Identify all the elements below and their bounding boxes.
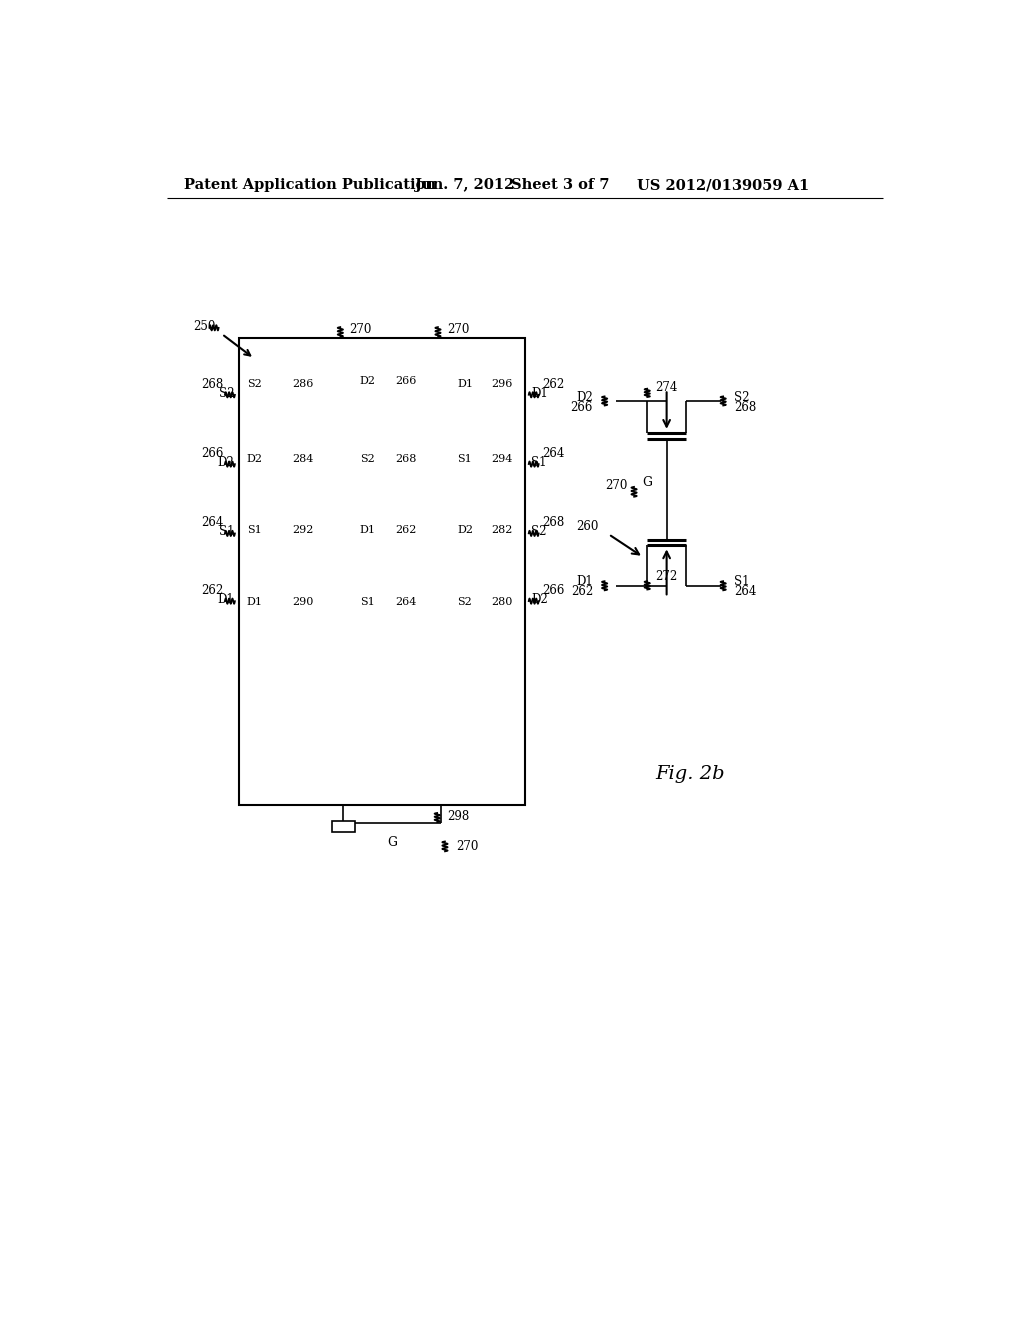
- Text: 268: 268: [201, 378, 223, 391]
- Bar: [453, 499, 525, 561]
- Text: 268: 268: [542, 516, 564, 529]
- Text: Fig. 2b: Fig. 2b: [655, 766, 725, 783]
- Text: D1: D1: [247, 597, 263, 607]
- Text: S2: S2: [248, 379, 262, 388]
- Text: 296: 296: [492, 379, 512, 388]
- Bar: [355, 570, 429, 634]
- Text: S2: S2: [531, 525, 547, 539]
- Text: 260: 260: [577, 520, 598, 533]
- Text: 286: 286: [292, 379, 313, 388]
- Bar: [333, 338, 354, 805]
- Text: 266: 266: [542, 583, 564, 597]
- Text: 268: 268: [734, 400, 757, 413]
- Text: D2: D2: [531, 593, 548, 606]
- Text: 268: 268: [395, 454, 417, 463]
- Bar: [355, 428, 429, 490]
- Bar: [239, 350, 333, 418]
- Text: D2: D2: [217, 455, 234, 469]
- Text: 270: 270: [605, 479, 628, 492]
- Bar: [332, 821, 355, 832]
- Text: S1: S1: [458, 454, 472, 463]
- Bar: [453, 570, 525, 634]
- Text: 270: 270: [457, 840, 479, 853]
- Text: 262: 262: [542, 378, 564, 391]
- Text: 266: 266: [395, 376, 417, 385]
- Text: Jun. 7, 2012: Jun. 7, 2012: [415, 178, 514, 193]
- Bar: [239, 499, 333, 561]
- Text: 270: 270: [349, 323, 372, 335]
- Text: D1: D1: [359, 525, 376, 535]
- Text: 270: 270: [447, 323, 470, 335]
- Text: D1: D1: [531, 387, 548, 400]
- Text: G: G: [387, 836, 397, 849]
- Bar: [355, 499, 429, 561]
- Text: S1: S1: [734, 576, 750, 589]
- Text: 284: 284: [292, 454, 313, 463]
- Text: S2: S2: [360, 454, 375, 463]
- Text: D2: D2: [457, 525, 473, 535]
- Text: S1: S1: [219, 525, 234, 539]
- Text: 266: 266: [570, 400, 593, 413]
- Bar: [430, 338, 452, 805]
- Text: S1: S1: [531, 455, 547, 469]
- Bar: [453, 350, 525, 418]
- Text: 264: 264: [395, 597, 417, 607]
- Text: 264: 264: [201, 516, 223, 529]
- Text: 262: 262: [570, 585, 593, 598]
- Text: 264: 264: [734, 585, 757, 598]
- Text: 266: 266: [201, 446, 223, 459]
- Bar: [453, 428, 525, 490]
- Text: 294: 294: [492, 454, 512, 463]
- Text: 290: 290: [292, 597, 313, 607]
- Bar: [239, 428, 333, 490]
- Text: S2: S2: [734, 391, 750, 404]
- Text: D1: D1: [457, 379, 473, 388]
- Text: G: G: [642, 477, 652, 490]
- Text: S1: S1: [248, 525, 262, 535]
- Text: D2: D2: [247, 454, 263, 463]
- Bar: [355, 343, 429, 418]
- Text: 264: 264: [542, 446, 564, 459]
- Text: D1: D1: [217, 593, 234, 606]
- Text: S2: S2: [219, 387, 234, 400]
- Text: 262: 262: [395, 525, 417, 535]
- Text: 298: 298: [447, 810, 470, 824]
- Bar: [239, 570, 333, 634]
- Text: 274: 274: [655, 380, 677, 393]
- Text: Patent Application Publication: Patent Application Publication: [183, 178, 436, 193]
- Text: S2: S2: [458, 597, 472, 607]
- Text: D2: D2: [359, 376, 376, 385]
- Text: 282: 282: [492, 525, 512, 535]
- Text: 292: 292: [292, 525, 313, 535]
- Text: D2: D2: [577, 391, 593, 404]
- Text: 272: 272: [655, 570, 677, 583]
- Text: S1: S1: [360, 597, 375, 607]
- Text: 250: 250: [194, 319, 216, 333]
- Text: 280: 280: [492, 597, 512, 607]
- Bar: [239, 338, 524, 805]
- Text: Sheet 3 of 7: Sheet 3 of 7: [511, 178, 609, 193]
- Text: 262: 262: [201, 583, 223, 597]
- Text: US 2012/0139059 A1: US 2012/0139059 A1: [637, 178, 809, 193]
- Text: D1: D1: [577, 576, 593, 589]
